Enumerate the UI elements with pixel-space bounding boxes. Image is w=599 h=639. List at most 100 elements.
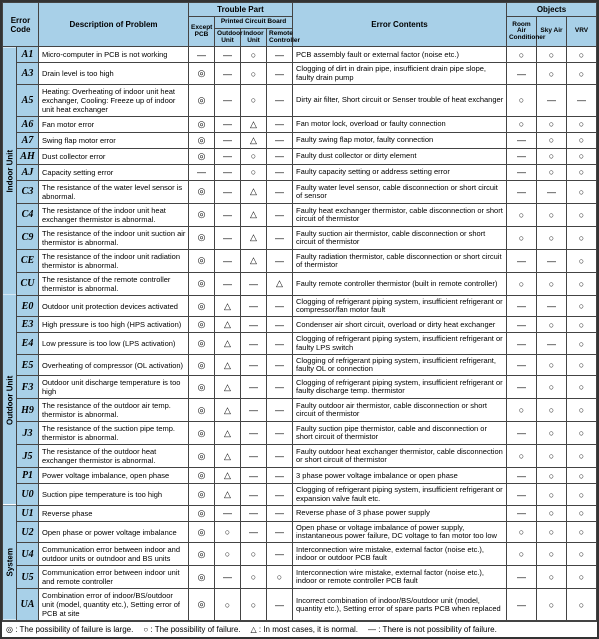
symbol-cell: —: [267, 505, 293, 521]
group-label: Outdoor Unit: [3, 295, 17, 505]
error-code-cell: A6: [17, 116, 39, 132]
object-cell: ○: [566, 272, 596, 295]
symbol-cell: —: [267, 333, 293, 355]
object-cell: ○: [536, 468, 566, 484]
object-cell: —: [506, 132, 536, 148]
symbol-cell: ◎: [189, 566, 215, 589]
symbol-cell: ○: [215, 521, 241, 543]
description-cell: Low pressure is too low (LPS activation): [39, 333, 189, 355]
contents-cell: Fan motor lock, overload or faulty conne…: [293, 116, 507, 132]
symbol-cell: —: [241, 333, 267, 355]
object-cell: —: [506, 180, 536, 203]
object-cell: ○: [536, 589, 566, 621]
description-cell: Dust collector error: [39, 148, 189, 164]
symbol-cell: ○: [241, 148, 267, 164]
contents-cell: Incorrect combination of indoor/BS/outdo…: [293, 589, 507, 621]
description-cell: Fan motor error: [39, 116, 189, 132]
symbol-cell: —: [215, 180, 241, 203]
description-cell: The resistance of the suction pipe temp.…: [39, 422, 189, 445]
symbol-cell: ○: [241, 589, 267, 621]
object-cell: —: [536, 295, 566, 317]
error-code-cell: E3: [17, 317, 39, 333]
symbol-cell: △: [215, 317, 241, 333]
symbol-cell: ◎: [189, 180, 215, 203]
description-cell: The resistance of the water level sensor…: [39, 180, 189, 203]
object-cell: ○: [566, 543, 596, 566]
hdr-desc: Description of Problem: [39, 3, 189, 47]
contents-cell: Clogging of dirt in drain pipe, insuffic…: [293, 63, 507, 85]
object-cell: ○: [506, 272, 536, 295]
table-row: SystemU1Reverse phase◎———Reverse phase o…: [3, 505, 597, 521]
table-row: A7Swing flap motor error◎—△—Faulty swing…: [3, 132, 597, 148]
contents-cell: Faulty swing flap motor, faulty connecti…: [293, 132, 507, 148]
hdr-outdoor-unit: Outdoor Unit: [215, 28, 241, 47]
contents-cell: Faulty suction pipe thermistor, cable an…: [293, 422, 507, 445]
description-cell: Overheating of compressor (OL activation…: [39, 354, 189, 376]
error-code-cell: AH: [17, 148, 39, 164]
hdr-vrv: VRV: [566, 17, 596, 47]
object-cell: ○: [566, 164, 596, 180]
error-code-table-wrapper: Error Code Description of Problem Troubl…: [0, 0, 599, 639]
object-cell: ○: [566, 445, 596, 468]
symbol-cell: —: [241, 521, 267, 543]
symbol-cell: ○: [267, 566, 293, 589]
description-cell: Reverse phase: [39, 505, 189, 521]
table-row: A6Fan motor error◎—△—Fan motor lock, ove…: [3, 116, 597, 132]
error-code-cell: CU: [17, 272, 39, 295]
symbol-cell: ◎: [189, 543, 215, 566]
object-cell: ○: [536, 63, 566, 85]
error-code-cell: CE: [17, 249, 39, 272]
object-cell: ○: [536, 484, 566, 506]
error-code-cell: A7: [17, 132, 39, 148]
table-row: UACombination error of indoor/BS/outdoor…: [3, 589, 597, 621]
contents-cell: Faulty water level sensor, cable disconn…: [293, 180, 507, 203]
object-cell: —: [506, 566, 536, 589]
object-cell: ○: [566, 333, 596, 355]
error-code-cell: U1: [17, 505, 39, 521]
error-code-cell: U5: [17, 566, 39, 589]
contents-cell: Clogging of refrigerant piping system, i…: [293, 295, 507, 317]
symbol-cell: ○: [241, 164, 267, 180]
contents-cell: Faulty capacity setting or address setti…: [293, 164, 507, 180]
symbol-cell: —: [241, 445, 267, 468]
object-cell: ○: [536, 47, 566, 63]
symbol-cell: —: [215, 203, 241, 226]
hdr-remote-ctrl: Remote Controller: [267, 28, 293, 47]
object-cell: —: [506, 249, 536, 272]
object-cell: —: [506, 376, 536, 399]
table-row: E3High pressure is too high (HPS activat…: [3, 317, 597, 333]
symbol-cell: △: [241, 249, 267, 272]
error-code-cell: H9: [17, 399, 39, 422]
symbol-cell: △: [215, 445, 241, 468]
table-row: H9The resistance of the outdoor air temp…: [3, 399, 597, 422]
object-cell: ○: [536, 164, 566, 180]
symbol-cell: ◎: [189, 505, 215, 521]
symbol-cell: ◎: [189, 63, 215, 85]
object-cell: ○: [536, 445, 566, 468]
symbol-cell: △: [215, 422, 241, 445]
object-cell: ○: [506, 203, 536, 226]
table-row: AHDust collector error◎—○—Faulty dust co…: [3, 148, 597, 164]
hdr-error-code: Error Code: [3, 3, 39, 47]
error-code-cell: U4: [17, 543, 39, 566]
symbol-cell: ◎: [189, 468, 215, 484]
error-code-cell: J3: [17, 422, 39, 445]
object-cell: —: [536, 249, 566, 272]
hdr-indoor-unit: Indoor Unit: [241, 28, 267, 47]
table-row: Outdoor UnitE0Outdoor unit protection de…: [3, 295, 597, 317]
table-row: U5Communication error between indoor uni…: [3, 566, 597, 589]
description-cell: Outdoor unit protection devices activate…: [39, 295, 189, 317]
object-cell: ○: [566, 116, 596, 132]
error-code-cell: A3: [17, 63, 39, 85]
symbol-cell: —: [241, 399, 267, 422]
table-row: A3Drain level is too high◎—○—Clogging of…: [3, 63, 597, 85]
symbol-cell: △: [241, 116, 267, 132]
legend-large: ◎ : The possibility of failure is large.: [6, 625, 133, 634]
symbol-cell: —: [267, 295, 293, 317]
symbol-cell: —: [267, 47, 293, 63]
object-cell: ○: [506, 84, 536, 116]
symbol-cell: △: [267, 272, 293, 295]
contents-cell: Faulty radiation thermistor, cable disco…: [293, 249, 507, 272]
object-cell: —: [506, 63, 536, 85]
symbol-cell: △: [241, 203, 267, 226]
